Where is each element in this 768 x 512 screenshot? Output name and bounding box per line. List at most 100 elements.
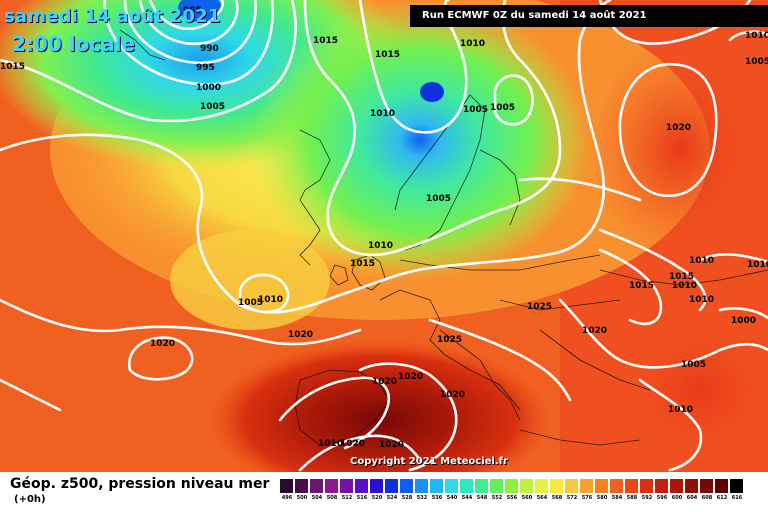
scale-tick-label: 580 xyxy=(596,495,608,501)
scale-tick-label: 556 xyxy=(506,495,518,501)
isobar-label: 1010 xyxy=(370,109,395,119)
scale-tick-label: 540 xyxy=(446,495,458,501)
isobar-label: 1020 xyxy=(372,377,397,387)
geopotential-pressure-map: 985 990 995 1000 1005 1015 1015 1015 101… xyxy=(0,0,768,472)
scale-swatch xyxy=(595,479,608,493)
isobar-label: 1020 xyxy=(440,390,465,400)
color-scale: 496 500 504 508 512 516 520 524 528 532 536 540 544 5… xyxy=(280,479,746,504)
scale-tick-label: 604 xyxy=(686,495,698,501)
scale-swatch xyxy=(415,479,428,493)
scale-swatch xyxy=(670,479,683,493)
legend-title: Géop. z500, pression niveau mer xyxy=(10,476,270,492)
scale-tick-label: 500 xyxy=(296,495,308,501)
scale-tick-label: 560 xyxy=(521,495,533,501)
isobar-label: 1010 xyxy=(668,405,693,415)
scale-swatch xyxy=(655,479,668,493)
isobar-label: 1005 xyxy=(463,105,488,115)
scale-swatch xyxy=(460,479,473,493)
isobar-label: 1020 xyxy=(398,372,423,382)
isobar-label: 1010 xyxy=(689,256,714,266)
scale-tick-label: 576 xyxy=(581,495,593,501)
scale-swatch xyxy=(400,479,413,493)
legend-bar: Géop. z500, pression niveau mer (+0h) 49… xyxy=(0,472,768,512)
scale-tick-label: 508 xyxy=(326,495,338,501)
scale-tick-label: 532 xyxy=(416,495,428,501)
scale-swatch xyxy=(430,479,443,493)
isobar-label: 1005 xyxy=(681,360,706,370)
model-run-banner: Run ECMWF 0Z du samedi 14 août 2021 xyxy=(410,5,768,27)
isobar-label: 1015 xyxy=(350,259,375,269)
isobar-label: 1020 xyxy=(379,440,404,450)
scale-swatch xyxy=(625,479,638,493)
isobar-label: 1015 xyxy=(629,281,654,291)
isobar-label: 1010 xyxy=(460,39,485,49)
scale-tick-label: 584 xyxy=(611,495,623,501)
isobar-label: 1015 xyxy=(0,62,25,72)
scale-tick-label: 564 xyxy=(536,495,548,501)
scale-swatch xyxy=(445,479,458,493)
isobar-label: 1015 xyxy=(375,50,400,60)
isobar-label: 1010 xyxy=(745,31,768,41)
copyright-notice: Copyright 2021 Meteociel.fr xyxy=(350,456,508,467)
scale-tick-label: 548 xyxy=(476,495,488,501)
forecast-date: samedi 14 août 2021 xyxy=(4,6,221,27)
scale-swatch xyxy=(280,479,293,493)
isobar-label: 1000 xyxy=(196,83,221,93)
isobar-label: 990 xyxy=(200,44,219,54)
isobar-label: 1010 xyxy=(318,439,343,449)
scale-swatch xyxy=(535,479,548,493)
scale-swatch xyxy=(385,479,398,493)
isobar-label: 1015 xyxy=(313,36,338,46)
isobar-label: 1005 xyxy=(745,57,768,67)
scale-swatch xyxy=(715,479,728,493)
scale-swatch xyxy=(295,479,308,493)
scale-tick-label: 600 xyxy=(671,495,683,501)
isobar-label: 1005 xyxy=(200,102,225,112)
isobar-label: 1020 xyxy=(150,339,175,349)
scale-swatch xyxy=(580,479,593,493)
scale-swatch xyxy=(325,479,338,493)
isobar-label: 995 xyxy=(196,63,215,73)
forecast-step: (+0h) xyxy=(14,494,46,505)
scale-tick-label: 592 xyxy=(641,495,653,501)
scale-tick-label: 588 xyxy=(626,495,638,501)
scale-tick-label: 608 xyxy=(701,495,713,501)
scale-tick-label: 520 xyxy=(371,495,383,501)
scale-swatch xyxy=(565,479,578,493)
isobar-label: 1005 xyxy=(238,298,263,308)
scale-swatch xyxy=(685,479,698,493)
scale-tick-label: 504 xyxy=(311,495,323,501)
scale-tick-label: 516 xyxy=(356,495,368,501)
scale-tick-label: 528 xyxy=(401,495,413,501)
scale-swatch xyxy=(520,479,533,493)
scale-swatch xyxy=(355,479,368,493)
scale-tick-label: 524 xyxy=(386,495,398,501)
scale-tick-label: 512 xyxy=(341,495,353,501)
isobar-label: 1020 xyxy=(288,330,313,340)
scale-swatch xyxy=(550,479,563,493)
isobar-label: 1020 xyxy=(340,439,365,449)
scale-swatch xyxy=(490,479,503,493)
scale-tick-label: 544 xyxy=(461,495,473,501)
isobar-label: 1010 xyxy=(258,295,283,305)
isobar-label: 1010 xyxy=(747,260,768,270)
scale-swatch xyxy=(700,479,713,493)
isobar-label: 1020 xyxy=(666,123,691,133)
scale-tick-label: 552 xyxy=(491,495,503,501)
scale-swatch xyxy=(310,479,323,493)
scale-tick-label: 536 xyxy=(431,495,443,501)
scale-tick-label: 496 xyxy=(281,495,293,501)
forecast-local-time: 2:00 locale xyxy=(12,32,136,56)
scale-swatch xyxy=(370,479,383,493)
isobar-label: 1010 xyxy=(672,281,697,291)
scale-swatch xyxy=(505,479,518,493)
scale-tick-label: 612 xyxy=(716,495,728,501)
isobar-label: 1025 xyxy=(527,302,552,312)
scale-swatch xyxy=(610,479,623,493)
isobar-label: 985 xyxy=(183,6,202,16)
isobar-label: 1000 xyxy=(731,316,756,326)
scale-swatch xyxy=(730,479,743,493)
scale-swatch xyxy=(340,479,353,493)
scale-swatch xyxy=(475,479,488,493)
